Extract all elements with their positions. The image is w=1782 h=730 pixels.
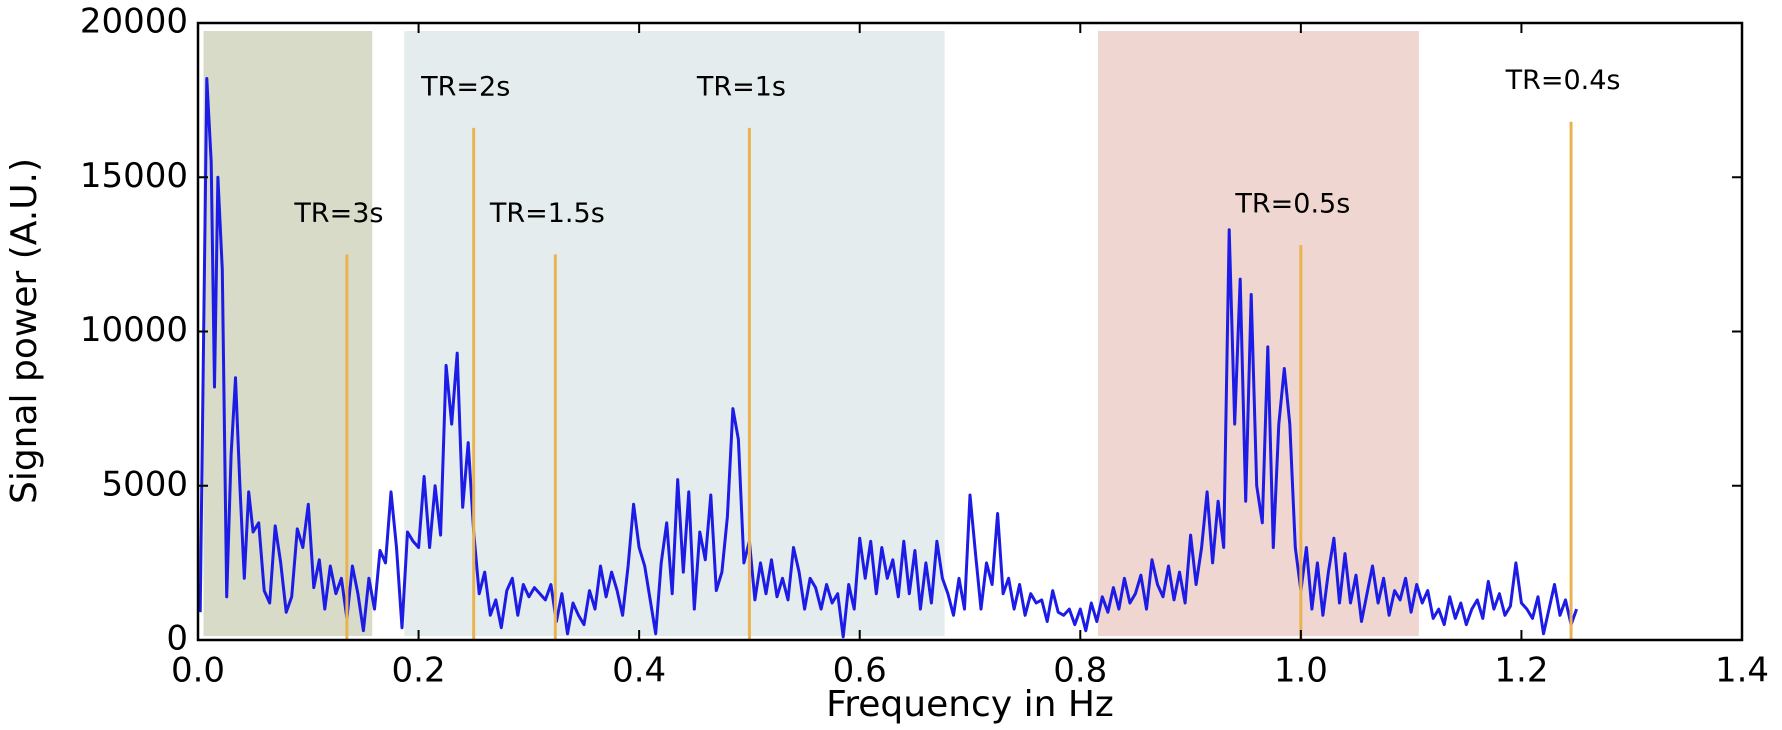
regions <box>203 31 1419 636</box>
tr-label: TR=1.5s <box>489 198 605 229</box>
shaded-region <box>203 31 373 636</box>
tr-label: TR=3s <box>293 198 383 229</box>
y-axis-label: Signal power (A.U.) <box>4 158 45 504</box>
data-line <box>198 77 1579 639</box>
shaded-region <box>1097 31 1419 636</box>
x-tick-label: 0.8 <box>1053 651 1107 691</box>
x-axis-label: Frequency in Hz <box>826 684 1114 725</box>
x-tick-label: 1.4 <box>1715 651 1769 691</box>
y-tick-label: 20000 <box>80 2 188 42</box>
plot: TR=3s TR=2s TR=1.5s TR=1s TR=0.5s TR=0.4s <box>198 65 1621 640</box>
tr-label: TR=1s <box>696 71 786 102</box>
y-tick-label: 0 <box>166 619 188 659</box>
tr-label: TR=0.5s <box>1234 189 1350 220</box>
x-tick-label: 0.0 <box>171 651 225 691</box>
tr-label: TR=2s <box>420 71 510 102</box>
tr-label: TR=0.4s <box>1505 65 1621 96</box>
x-tick-label: 0.4 <box>612 651 666 691</box>
y-tick-label: 10000 <box>80 310 188 350</box>
x-tick-label: 0.2 <box>392 651 446 691</box>
y-tick-label: 5000 <box>101 464 188 504</box>
y-tick-label: 15000 <box>80 156 188 196</box>
x-tick-label: 1.2 <box>1494 651 1548 691</box>
x-tick-label: 1.0 <box>1274 651 1328 691</box>
x-tick-label: 0.6 <box>833 651 887 691</box>
